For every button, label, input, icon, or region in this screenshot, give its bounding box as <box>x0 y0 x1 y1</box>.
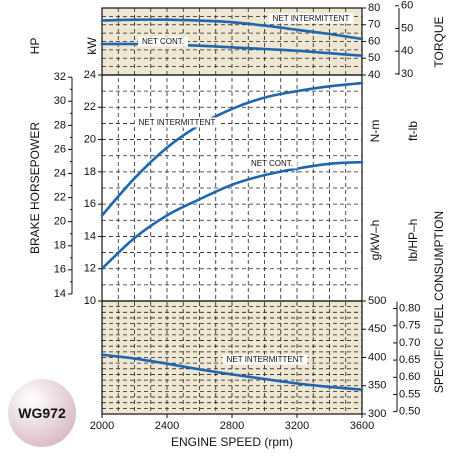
torque-ftlb-tick-label: 50 <box>401 22 413 34</box>
model-badge <box>8 379 76 447</box>
power-hp-unit: HP <box>28 38 42 55</box>
fuel-lbhph-tick-label: 0.80 <box>399 302 420 314</box>
power-hp-tick-label: 30 <box>54 95 66 107</box>
torque-nm-tick-label: 50 <box>368 52 380 64</box>
fuel-lbhph-tick-label: 0.70 <box>399 337 420 349</box>
power-hp-tick-label: 14 <box>54 288 66 300</box>
model-name: WG972 <box>18 405 66 421</box>
fuel-gkwh-tick-label: 400 <box>368 351 386 363</box>
torque-net-intermittent-curve <box>100 18 364 41</box>
power-title: BRAKE HORSEPOWER <box>28 122 42 254</box>
fuel-lbhph-tick-label: 0.65 <box>399 354 420 366</box>
power-hp-tick-label: 26 <box>54 143 66 155</box>
power-kw-tick-label: 16 <box>84 198 96 210</box>
torque-ftlb-tick-label: 40 <box>401 45 413 57</box>
fuel-intermittent-label-bg <box>222 354 308 365</box>
power-kw-tick-label: 12 <box>84 263 96 275</box>
torque-ftlb-tick-label: 60 <box>401 0 413 12</box>
x-tick-label: 2800 <box>220 420 244 432</box>
x-tick-label: 2000 <box>90 420 114 432</box>
power-kw-tick-label: 14 <box>84 230 96 242</box>
torque-title: TORQUE <box>432 16 446 67</box>
fuel-lbhph-tick-label: 0.55 <box>399 388 420 400</box>
power-net-intermittent-curve <box>100 81 364 217</box>
power-hp-tick-label: 24 <box>54 167 66 179</box>
torque-nm-tick-label: 80 <box>368 2 380 14</box>
x-tick-label: 3200 <box>285 420 309 432</box>
fuel-intermittent-label: NET INTERMITTENT <box>227 355 304 364</box>
fuel-gkwh-tick-label: 500 <box>368 295 386 307</box>
power-hp-tick-label: 18 <box>54 240 66 252</box>
torque-cont-label-bg <box>137 36 189 47</box>
x-tick-label: 2400 <box>155 420 179 432</box>
power-kw-tick-label: 22 <box>84 101 96 113</box>
torque-cont-label: NET CONT. <box>142 37 184 46</box>
power-hp-tick-label: 28 <box>54 119 66 131</box>
power-net-cont-curve <box>100 160 364 270</box>
torque-ftlb-unit: ft-lb <box>406 121 420 141</box>
power-hp-tick-label: 22 <box>54 192 66 204</box>
fuel-gkwh-tick-label: 350 <box>368 380 386 392</box>
power-kw-tick-label: 20 <box>84 133 96 145</box>
power-cont-label-bg <box>246 158 298 169</box>
power-hp-tick-label: 32 <box>54 71 66 83</box>
x-axis-title: ENGINE SPEED (rpm) <box>171 435 293 449</box>
torque-intermittent-label-bg <box>268 13 354 24</box>
fuel-lbhph-unit: lb/HP–h <box>406 219 420 262</box>
power-cont-label: NET CONT. <box>251 159 293 168</box>
power-kw-tick-label: 10 <box>84 295 96 307</box>
torque-ftlb-tick-label: 30 <box>401 68 413 80</box>
x-tick-label: 3600 <box>350 420 374 432</box>
power-hp-tick-label: 20 <box>54 216 66 228</box>
fuel-lbhph-tick-label: 0.60 <box>399 371 420 383</box>
power-kw-unit: kW <box>85 37 99 55</box>
power-intermittent-label-bg <box>134 117 220 128</box>
torque-nm-tick-label: 60 <box>368 35 380 47</box>
fuel-gkwh-tick-label: 300 <box>368 408 386 420</box>
torque-intermittent-label: NET INTERMITTENT <box>273 14 350 23</box>
torque-nm-tick-label: 70 <box>368 19 380 31</box>
power-hp-tick-label: 16 <box>54 264 66 276</box>
fuel-gkwh-tick-label: 450 <box>368 323 386 335</box>
fuel-net-intermittent-curve <box>100 353 364 391</box>
power-intermittent-label: NET INTERMITTENT <box>139 118 216 127</box>
fuel-title: SPECIFIC FUEL CONSUMPTION <box>432 211 446 393</box>
power-kw-tick-label: 24 <box>84 69 96 81</box>
fuel-lbhph-tick-label: 0.75 <box>399 320 420 332</box>
torque-nm-tick-label: 40 <box>368 69 380 81</box>
fuel-gkwh-unit: g/kW–h <box>368 220 382 261</box>
fuel-lbhph-tick-label: 0.50 <box>399 406 420 418</box>
torque-nm-unit: N-m <box>368 120 382 143</box>
power-kw-tick-label: 18 <box>84 166 96 178</box>
